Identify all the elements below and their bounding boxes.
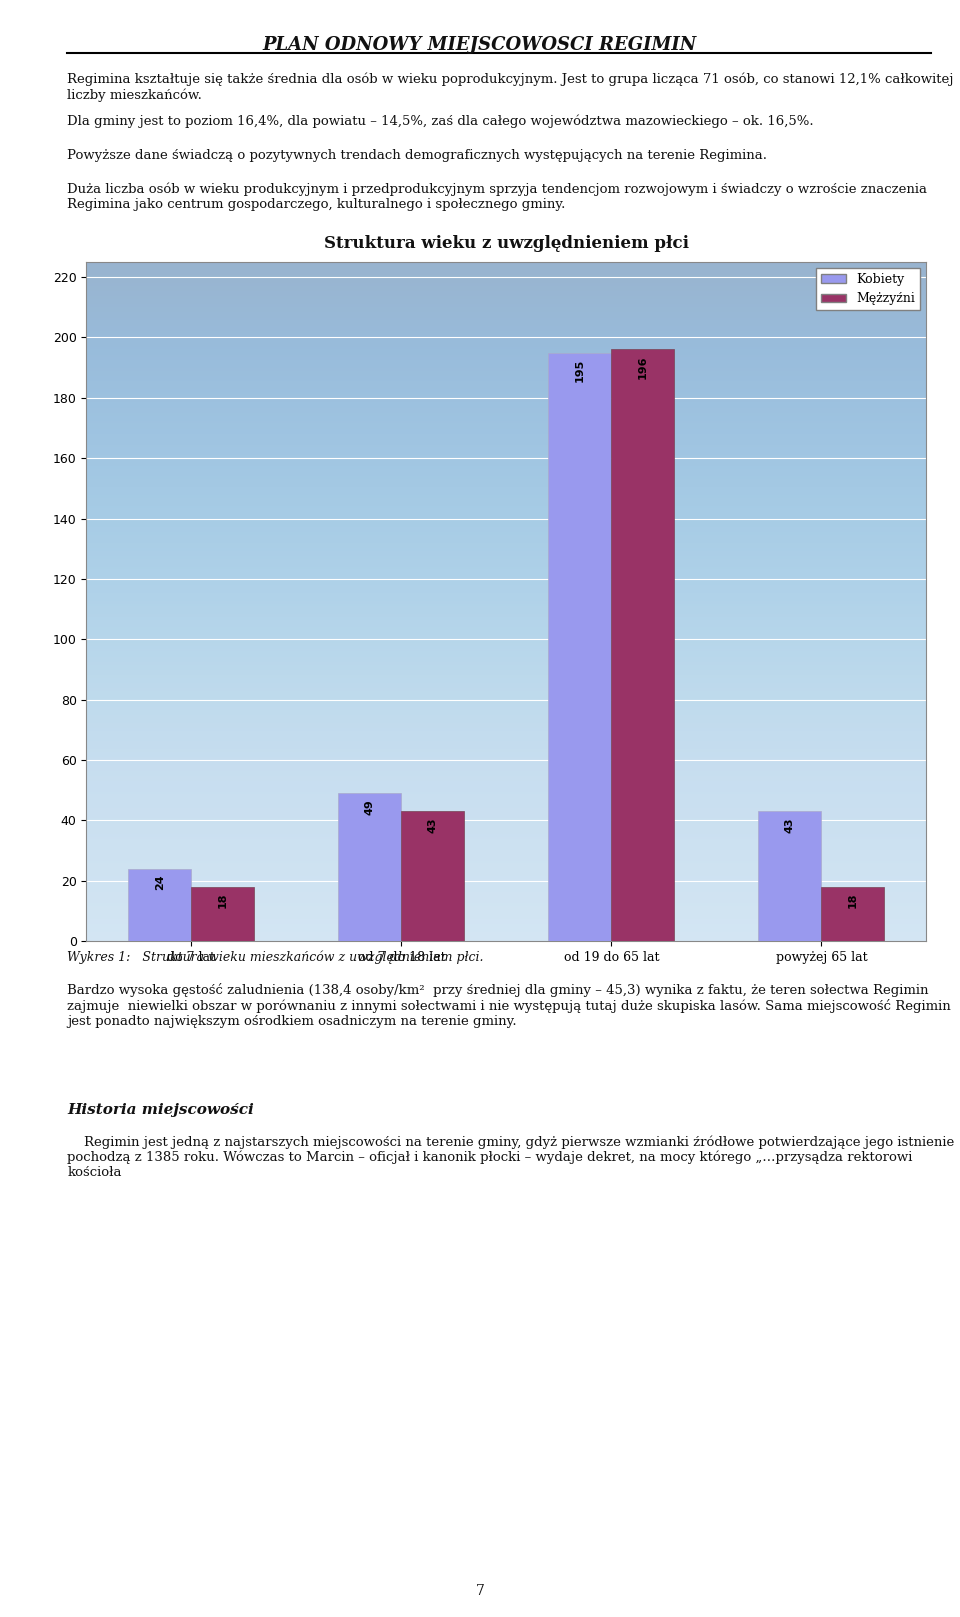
Text: Wykres 1:   Struktura wieku mieszkańców z uwzględnieniem płci.: Wykres 1: Struktura wieku mieszkańców z … bbox=[67, 951, 484, 964]
Bar bbox=[758, 812, 822, 941]
Text: 43: 43 bbox=[428, 817, 438, 833]
Bar bbox=[338, 794, 401, 941]
Text: 43: 43 bbox=[785, 817, 795, 833]
Text: 49: 49 bbox=[365, 799, 375, 815]
Text: 18: 18 bbox=[218, 893, 228, 909]
Bar bbox=[822, 886, 884, 941]
Text: Regimin jest jedną z najstarszych miejscowości na terenie gminy, gdyż pierwsze w: Regimin jest jedną z najstarszych miejsc… bbox=[67, 1135, 954, 1179]
Legend: Kobiety, Mężzyźni: Kobiety, Mężzyźni bbox=[816, 268, 920, 310]
Bar bbox=[548, 353, 612, 941]
Text: Duża liczba osób w wieku produkcyjnym i przedprodukcyjnym sprzyja tendencjom roz: Duża liczba osób w wieku produkcyjnym i … bbox=[67, 183, 927, 212]
Text: Bardzo wysoka gęstość zaludnienia (138,4 osoby/km²  przy średniej dla gminy – 45: Bardzo wysoka gęstość zaludnienia (138,4… bbox=[67, 983, 951, 1028]
Text: 196: 196 bbox=[637, 356, 648, 378]
Text: 195: 195 bbox=[575, 359, 585, 382]
Text: Dla gminy jest to poziom 16,4%, dla powiatu – 14,5%, zaś dla całego województwa : Dla gminy jest to poziom 16,4%, dla powi… bbox=[67, 115, 814, 128]
Text: 18: 18 bbox=[848, 893, 858, 909]
Text: Powyższe dane świadczą o pozytywnych trendach demograficznych występujących na t: Powyższe dane świadczą o pozytywnych tre… bbox=[67, 149, 767, 162]
Bar bbox=[129, 868, 191, 941]
Text: Historia miejscowości: Historia miejscowości bbox=[67, 1103, 254, 1117]
Bar bbox=[401, 812, 465, 941]
Bar bbox=[612, 349, 674, 941]
Text: Regimina kształtuje się także średnia dla osób w wieku poprodukcyjnym. Jest to g: Regimina kształtuje się także średnia dl… bbox=[67, 73, 953, 102]
Text: PLAN ODNOWY MIEJSCOWOSCI REGIMIN: PLAN ODNOWY MIEJSCOWOSCI REGIMIN bbox=[263, 36, 697, 53]
Text: 7: 7 bbox=[475, 1583, 485, 1598]
Text: 24: 24 bbox=[155, 875, 165, 891]
Title: Struktura wieku z uwzględnieniem płci: Struktura wieku z uwzględnieniem płci bbox=[324, 234, 689, 252]
Bar bbox=[191, 886, 254, 941]
